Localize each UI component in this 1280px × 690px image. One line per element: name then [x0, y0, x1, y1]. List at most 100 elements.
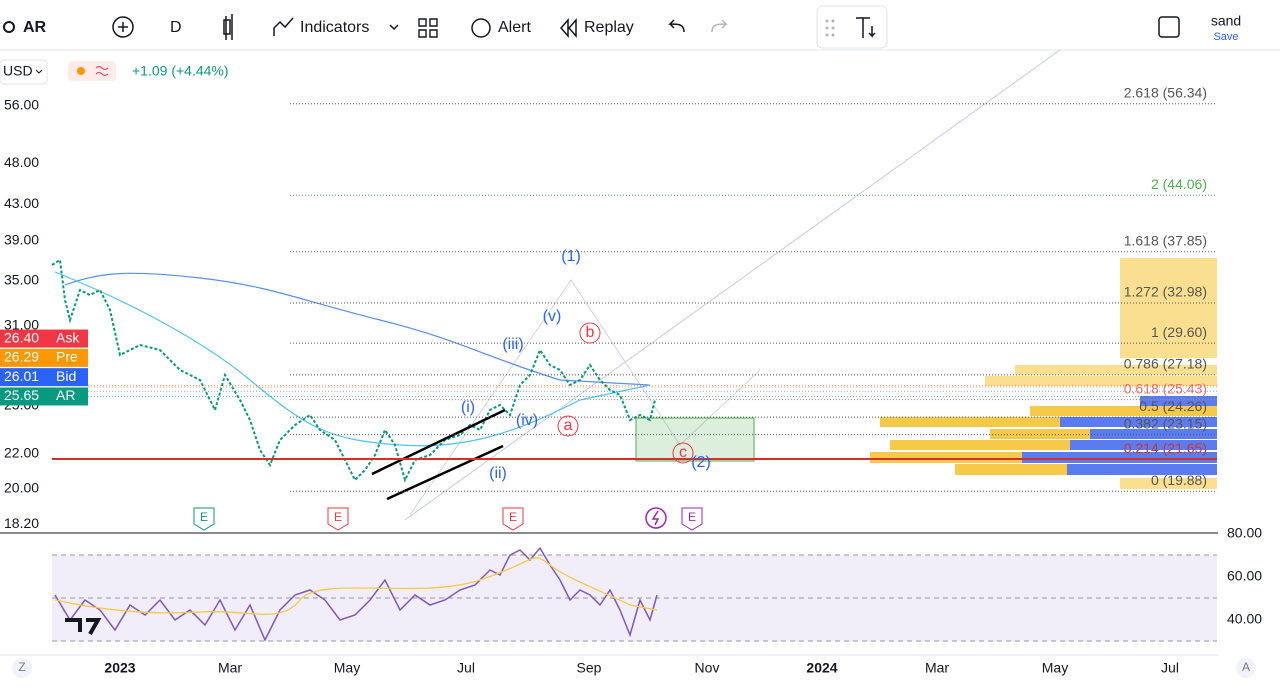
badge-tag: Bid: [56, 368, 76, 384]
time-tick-label: Mar: [218, 660, 242, 676]
badge-value: 26.40: [4, 329, 39, 345]
price-tick-label: 20.00: [4, 480, 39, 496]
drag-handle[interactable]: [825, 19, 835, 37]
wave-label: (ii): [489, 465, 507, 482]
layouts[interactable]: [418, 18, 438, 38]
event-marker: [193, 507, 215, 531]
scale-button[interactable]: [12, 658, 32, 678]
event-label: E: [200, 510, 208, 524]
price-badge: [0, 348, 88, 367]
undo[interactable]: [668, 19, 685, 33]
scale-label[interactable]: Z: [18, 660, 25, 674]
chevron[interactable]: [389, 24, 399, 31]
wave-label: (v): [543, 308, 562, 325]
search-icon[interactable]: [3, 21, 15, 33]
fib-label: 1 (29.60): [1151, 324, 1207, 340]
price-badge: [0, 329, 88, 348]
fib-label: 1.272 (32.98): [1124, 284, 1207, 300]
plus: [118, 22, 128, 32]
wave-label: (2): [691, 454, 711, 471]
alert-button[interactable]: Alert: [498, 19, 531, 36]
alert-icon: [471, 18, 491, 38]
price-candles: [51, 258, 656, 483]
indicators-icon: [273, 17, 294, 36]
redo[interactable]: [711, 19, 728, 33]
price-badge: [0, 387, 88, 406]
rsi-ma: [54, 557, 658, 615]
currency[interactable]: USD: [3, 63, 33, 79]
price-tick-label: 39.00: [4, 231, 39, 247]
wave-projection: [409, 279, 761, 516]
rsi-band: [52, 555, 1217, 641]
market-status[interactable]: [68, 61, 116, 81]
user-name[interactable]: sand: [1211, 13, 1241, 29]
fib-label: 0.786 (27.18): [1124, 356, 1207, 372]
toolbar: [0, 0, 1280, 50]
tv-logo: [65, 618, 102, 635]
price-tick-label: 43.00: [4, 195, 39, 211]
fib-label: 2 (44.06): [1151, 176, 1207, 192]
badge-value: 26.29: [4, 349, 39, 365]
wave-label: (iii): [502, 336, 523, 353]
chart-type[interactable]: [223, 14, 234, 40]
price-badge: [0, 368, 88, 387]
wave-circle: [579, 322, 601, 344]
badge-tag: AR: [56, 387, 75, 403]
event-label: E: [509, 510, 517, 524]
time-tick-label: Jul: [1161, 660, 1179, 676]
time-tick-label: May: [1042, 660, 1068, 676]
wave-icon: [95, 66, 109, 76]
price-tick-label: 56.00: [4, 97, 39, 113]
price-tick-label: 35.00: [4, 272, 39, 288]
save-button[interactable]: Save: [1213, 31, 1238, 43]
badge-tag: Ask: [56, 329, 80, 345]
add-symbol[interactable]: [112, 16, 134, 38]
fib-label: 0.214 (21.65): [1124, 440, 1207, 456]
badge-value: 25.65: [4, 387, 39, 403]
wave-label: b: [586, 324, 595, 341]
wave-circle: [557, 415, 579, 437]
sun-icon: [77, 67, 85, 75]
scale-label[interactable]: A: [1242, 660, 1250, 674]
moving-average-short: [54, 271, 651, 447]
event-label: E: [334, 510, 342, 524]
moving-average-long: [64, 272, 651, 386]
wave-label: (1): [561, 248, 581, 265]
time-tick-label: 2024: [806, 660, 837, 676]
rsi-tick-label: 80.00: [1227, 525, 1262, 541]
currency-box: [0, 59, 48, 85]
price-tick-label: 31.00: [4, 317, 39, 333]
time-tick-label: Nov: [695, 660, 720, 676]
time-tick-label: 2023: [104, 660, 135, 676]
replay-button[interactable]: Replay: [584, 19, 634, 36]
event-marker: [502, 507, 524, 531]
currency-chevron: [35, 69, 43, 74]
symbol[interactable]: AR: [23, 19, 47, 36]
indicators-button[interactable]: Indicators: [300, 19, 369, 36]
dividend-icon: [645, 507, 667, 529]
time-tick-label: Sep: [577, 660, 602, 676]
text-tool[interactable]: [856, 17, 876, 38]
fib-label: 2.618 (56.34): [1124, 84, 1207, 100]
wave-circle: [672, 442, 694, 464]
time-tick-label: May: [334, 660, 360, 676]
drawing-toolbar: [816, 5, 888, 49]
rsi-tick-label: 40.00: [1227, 611, 1262, 627]
price-tick-label: 22.00: [4, 444, 39, 460]
wave-label: (i): [461, 399, 475, 416]
fib-label: 0.5 (24.26): [1139, 398, 1207, 414]
trend-projection: [404, 49, 1061, 521]
fib-label: 1.618 (37.85): [1124, 232, 1207, 248]
lightning: [651, 510, 660, 526]
interval[interactable]: D: [170, 19, 182, 36]
time-tick-label: Jul: [457, 660, 475, 676]
price-tick-label: 18.20: [4, 515, 39, 531]
fullscreen[interactable]: [1158, 16, 1180, 38]
badge-tag: Pre: [56, 349, 78, 365]
channel-lines: [371, 408, 506, 501]
scale-button[interactable]: [1236, 658, 1256, 678]
fib-label: 0.618 (25.43): [1124, 380, 1207, 396]
wave-label: c: [679, 444, 687, 461]
event-label: E: [688, 510, 696, 524]
